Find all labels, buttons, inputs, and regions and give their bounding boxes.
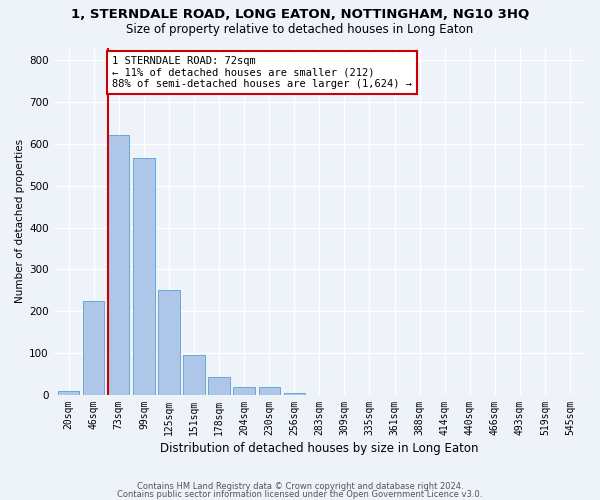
X-axis label: Distribution of detached houses by size in Long Eaton: Distribution of detached houses by size … [160, 442, 479, 455]
Text: Contains public sector information licensed under the Open Government Licence v3: Contains public sector information licen… [118, 490, 482, 499]
Bar [184, 355, 205, 395]
Text: 1 STERNDALE ROAD: 72sqm
← 11% of detached houses are smaller (212)
88% of semi-d: 1 STERNDALE ROAD: 72sqm ← 11% of detache… [112, 56, 412, 89]
Bar [83, 301, 104, 395]
Text: Size of property relative to detached houses in Long Eaton: Size of property relative to detached ho… [127, 22, 473, 36]
Bar [259, 386, 280, 395]
Bar [208, 378, 230, 395]
Bar [158, 290, 179, 395]
Bar [233, 386, 255, 395]
Bar [108, 136, 130, 395]
Bar [284, 393, 305, 395]
Text: Contains HM Land Registry data © Crown copyright and database right 2024.: Contains HM Land Registry data © Crown c… [137, 482, 463, 491]
Y-axis label: Number of detached properties: Number of detached properties [15, 139, 25, 304]
Bar [133, 158, 155, 395]
Text: 1, STERNDALE ROAD, LONG EATON, NOTTINGHAM, NG10 3HQ: 1, STERNDALE ROAD, LONG EATON, NOTTINGHA… [71, 8, 529, 20]
Bar [58, 391, 79, 395]
